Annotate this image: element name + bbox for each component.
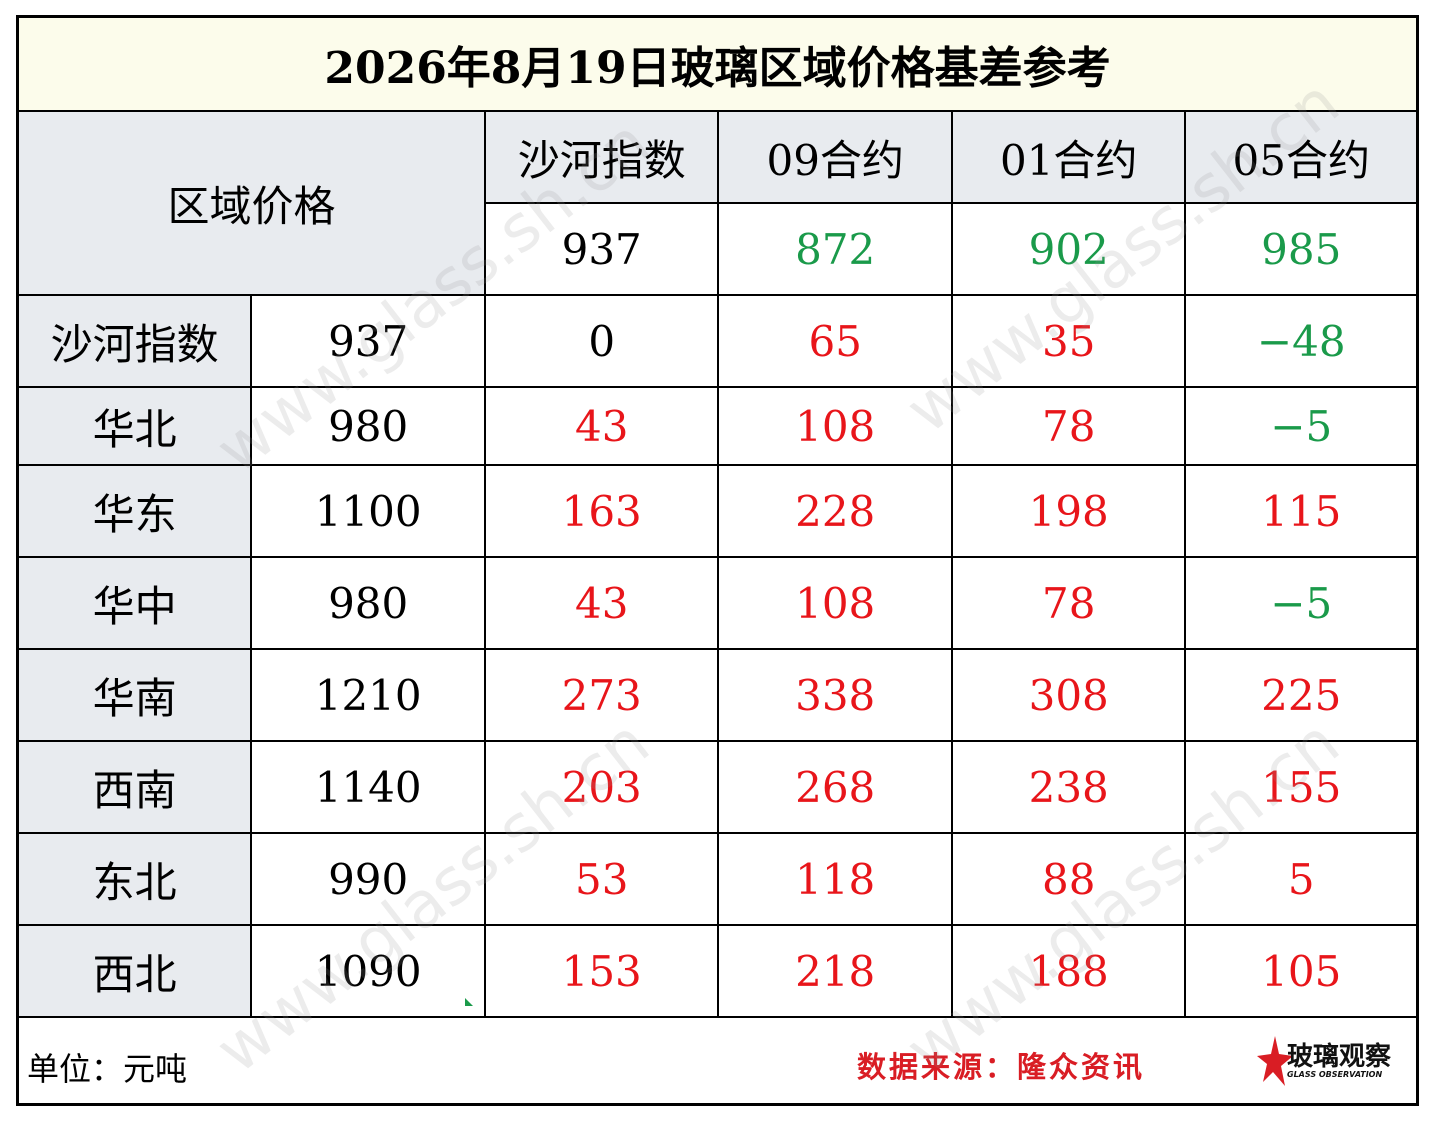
region-price: 990 [250,832,486,926]
basis-value: 163 [483,464,720,558]
table-row: 西南 1140 203 268 238 155 [19,740,1416,834]
base-value-shahe: 937 [484,202,720,296]
basis-value: 115 [1184,464,1416,558]
basis-value: 218 [717,924,953,1018]
table-row: 沙河指数 937 0 65 35 −48 [19,294,1416,388]
region-name: 华东 [19,464,253,558]
basis-value: 78 [950,556,1187,650]
region-name: 西北 [19,924,253,1018]
table-row: 西北 1090 153 218 188 105 [19,924,1416,1018]
col-header-05: 05合约 [1184,110,1416,204]
cell-marker [465,998,473,1006]
col-header-09: 09合约 [717,110,953,204]
basis-value: 155 [1184,740,1416,834]
logo-subtext: GLASS OBSERVATION [1287,1070,1383,1079]
unit-label: 单位：元吨 [27,1050,188,1088]
table-row: 华北 980 43 108 78 −5 [19,386,1416,466]
basis-value: 188 [950,924,1187,1018]
table-row: 东北 990 53 118 88 5 [19,832,1416,926]
basis-value: 0 [483,294,720,388]
basis-value: −5 [1184,556,1416,650]
basis-value: 78 [950,386,1187,466]
basis-value: 308 [950,648,1187,742]
base-value-01: 902 [950,202,1187,296]
region-price: 980 [250,556,486,650]
region-name: 东北 [19,832,253,926]
region-price: 1090 [250,924,486,1018]
basis-value: −48 [1184,294,1416,388]
region-name: 华中 [19,556,253,650]
region-name: 西南 [19,740,253,834]
basis-value: 105 [1184,924,1416,1018]
table-row: 华南 1210 273 338 308 225 [19,648,1416,742]
basis-value: 43 [483,556,720,650]
basis-value: 228 [717,464,953,558]
basis-value: 88 [950,832,1187,926]
region-price: 1210 [250,648,486,742]
table-row: 华东 1100 163 228 198 115 [19,464,1416,558]
basis-value: 5 [1184,832,1416,926]
basis-value: 108 [717,386,953,466]
basis-value: 203 [483,740,720,834]
basis-value: 153 [483,924,720,1018]
basis-value: 273 [483,648,720,742]
footer: 单位：元吨 数据来源：隆众资讯 玻璃观察 GLASS OBSERVATION [19,1016,1416,1105]
basis-value: 338 [717,648,953,742]
logo-text: 玻璃观察 [1287,1042,1392,1072]
glass-observation-logo: 玻璃观察 GLASS OBSERVATION [1257,1034,1407,1088]
region-name: 华北 [19,386,253,466]
region-price: 1100 [250,464,486,558]
basis-value: 118 [717,832,953,926]
star-logo-icon [1257,1036,1293,1086]
region-name: 沙河指数 [19,294,253,388]
col-header-01: 01合约 [950,110,1187,204]
base-value-09: 872 [717,202,953,296]
base-value-05: 985 [1184,202,1416,296]
region-price-header: 区域价格 [19,110,486,296]
region-name: 华南 [19,648,253,742]
basis-value: −5 [1184,386,1416,466]
page-title: 2026年8月19日玻璃区域价格基差参考 [19,18,1416,112]
basis-table: 区域价格 沙河指数 09合约 01合约 05合约 937 872 902 985… [19,110,1416,1018]
basis-value: 53 [483,832,720,926]
basis-value: 65 [717,294,953,388]
basis-value: 238 [950,740,1187,834]
basis-value: 35 [950,294,1187,388]
basis-value: 225 [1184,648,1416,742]
basis-value: 43 [483,386,720,466]
table-row: 华中 980 43 108 78 −5 [19,556,1416,650]
region-price: 980 [250,386,486,466]
basis-value: 268 [717,740,953,834]
basis-value: 108 [717,556,953,650]
basis-value: 198 [950,464,1187,558]
region-price: 937 [250,294,486,388]
price-basis-table-frame: 2026年8月19日玻璃区域价格基差参考 区域价格 沙河指数 09合约 01合约… [16,15,1419,1106]
region-price: 1140 [250,740,486,834]
data-source: 数据来源：隆众资讯 [857,1050,1146,1084]
col-header-shahe: 沙河指数 [483,110,720,204]
